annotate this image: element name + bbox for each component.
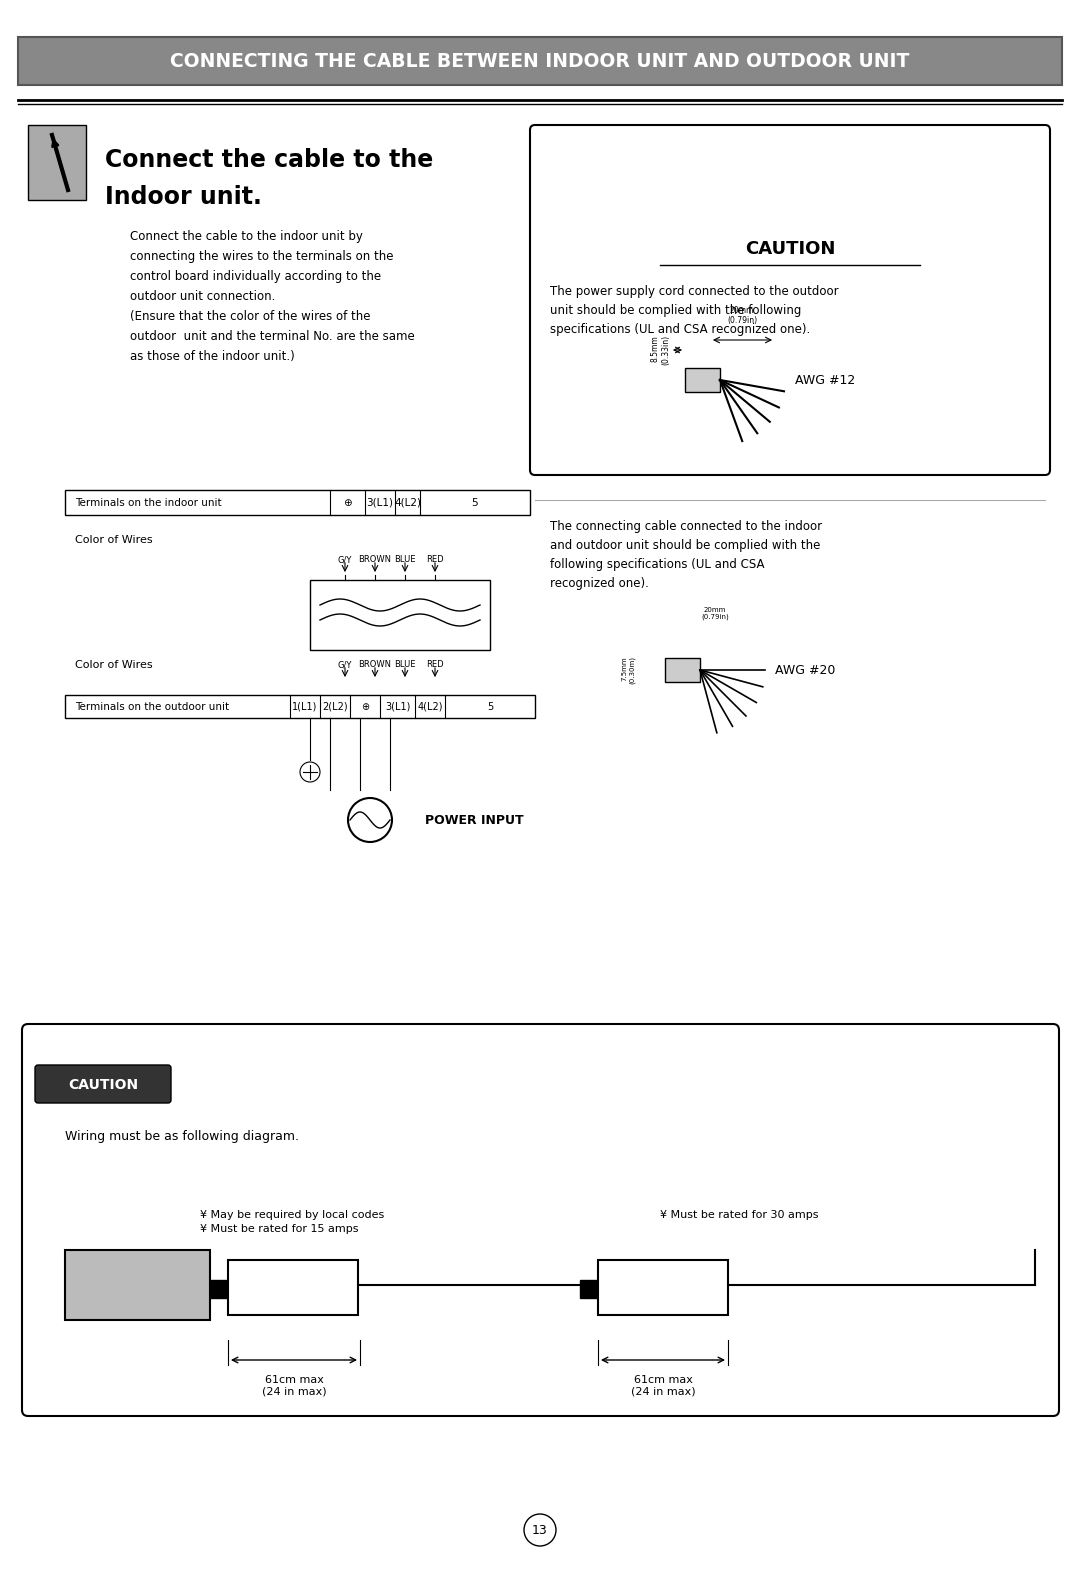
Circle shape <box>300 762 320 782</box>
Text: Connect the cable to the indoor unit by
connecting the wires to the terminals on: Connect the cable to the indoor unit by … <box>130 230 415 364</box>
Text: G/Y: G/Y <box>338 556 352 563</box>
Text: BROWN: BROWN <box>359 556 391 563</box>
Text: G/Y: G/Y <box>338 660 352 669</box>
Text: Color of Wires: Color of Wires <box>75 535 152 545</box>
Text: Wiring must be as following diagram.: Wiring must be as following diagram. <box>65 1130 299 1143</box>
Text: 61cm max
(24 in max): 61cm max (24 in max) <box>261 1376 326 1396</box>
Text: AWG #12: AWG #12 <box>795 373 855 387</box>
Text: ¥ May be required by local codes
¥ Must be rated for 15 amps: ¥ May be required by local codes ¥ Must … <box>200 1210 384 1234</box>
Circle shape <box>524 1514 556 1546</box>
FancyBboxPatch shape <box>35 1066 171 1103</box>
Text: ⊕: ⊕ <box>343 497 352 507</box>
Bar <box>228 1261 357 1314</box>
FancyBboxPatch shape <box>22 1025 1059 1417</box>
Bar <box>310 579 490 650</box>
Text: 4(L2): 4(L2) <box>417 702 443 711</box>
Text: 7.5mm
(0.30m): 7.5mm (0.30m) <box>621 656 635 685</box>
Text: 61cm max
(24 in max): 61cm max (24 in max) <box>631 1376 696 1396</box>
Text: 4(L2): 4(L2) <box>394 497 421 507</box>
Text: ⊕: ⊕ <box>361 702 369 711</box>
Text: POWER INPUT: POWER INPUT <box>426 814 524 826</box>
Bar <box>28 124 86 200</box>
FancyBboxPatch shape <box>530 124 1050 475</box>
Text: The connecting cable connected to the indoor
and outdoor unit should be complied: The connecting cable connected to the in… <box>550 519 822 590</box>
Text: Indoor unit.: Indoor unit. <box>105 186 261 209</box>
Bar <box>210 1280 228 1299</box>
Text: 13: 13 <box>532 1524 548 1536</box>
Text: 2(L2): 2(L2) <box>322 702 348 711</box>
Text: CAUTION: CAUTION <box>745 239 835 258</box>
Text: BLUE: BLUE <box>394 556 416 563</box>
Bar <box>18 38 1062 85</box>
Text: AWG #20: AWG #20 <box>775 664 835 677</box>
Text: Terminals on the indoor unit: Terminals on the indoor unit <box>75 497 221 507</box>
Bar <box>665 658 700 682</box>
Text: CONNECTING THE CABLE BETWEEN INDOOR UNIT AND OUTDOOR UNIT: CONNECTING THE CABLE BETWEEN INDOOR UNIT… <box>171 52 909 71</box>
Text: 5: 5 <box>487 702 494 711</box>
Text: CAUTION: CAUTION <box>68 1078 138 1092</box>
Text: 1(L1): 1(L1) <box>293 702 318 711</box>
Text: Connect the cable to the: Connect the cable to the <box>105 148 433 172</box>
Circle shape <box>348 798 392 842</box>
Text: RED: RED <box>427 660 444 669</box>
Text: 8.5mm
(0.33in): 8.5mm (0.33in) <box>650 335 670 365</box>
Text: 20mm
(0.79in): 20mm (0.79in) <box>701 606 729 620</box>
Bar <box>580 1280 598 1299</box>
Bar <box>65 1250 210 1321</box>
Text: 5: 5 <box>472 497 478 507</box>
Text: RED: RED <box>427 556 444 563</box>
Bar <box>685 368 720 392</box>
Text: 3(L1): 3(L1) <box>366 497 393 507</box>
Text: 20mm
(0.79in): 20mm (0.79in) <box>727 305 757 324</box>
Text: 3(L1): 3(L1) <box>384 702 410 711</box>
Text: ¥ Must be rated for 30 amps: ¥ Must be rated for 30 amps <box>660 1210 819 1220</box>
Text: BROWN: BROWN <box>359 660 391 669</box>
Text: Terminals on the outdoor unit: Terminals on the outdoor unit <box>75 702 229 711</box>
Text: BLUE: BLUE <box>394 660 416 669</box>
Bar <box>65 490 530 515</box>
Bar <box>598 1261 728 1314</box>
Text: The power supply cord connected to the outdoor
unit should be complied with the : The power supply cord connected to the o… <box>550 285 839 335</box>
Text: Color of Wires: Color of Wires <box>75 660 152 671</box>
Bar <box>65 696 535 718</box>
